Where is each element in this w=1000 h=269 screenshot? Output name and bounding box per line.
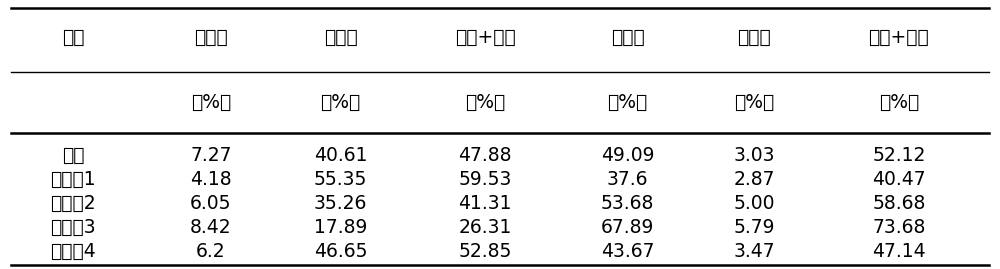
Text: 40.61: 40.61 xyxy=(314,146,367,165)
Text: 41.31: 41.31 xyxy=(458,194,512,213)
Text: （%）: （%） xyxy=(879,93,919,112)
Text: 55.35: 55.35 xyxy=(314,170,367,189)
Text: 3.03: 3.03 xyxy=(734,146,775,165)
Text: 实验组2: 实验组2 xyxy=(50,194,96,213)
Text: 5.79: 5.79 xyxy=(734,218,775,237)
Text: 4.18: 4.18 xyxy=(190,170,232,189)
Text: 晚凋率: 晚凋率 xyxy=(611,28,645,47)
Text: （%）: （%） xyxy=(191,93,231,112)
Text: 43.67: 43.67 xyxy=(601,242,654,261)
Text: 5.00: 5.00 xyxy=(734,194,775,213)
Text: 存活+早凋: 存活+早凋 xyxy=(455,28,515,47)
Text: 死亡率: 死亡率 xyxy=(737,28,771,47)
Text: 6.2: 6.2 xyxy=(196,242,226,261)
Text: 实验组4: 实验组4 xyxy=(50,242,96,261)
Text: 2.87: 2.87 xyxy=(734,170,775,189)
Text: 17.89: 17.89 xyxy=(314,218,367,237)
Text: 35.26: 35.26 xyxy=(314,194,367,213)
Text: 37.6: 37.6 xyxy=(607,170,648,189)
Text: 26.31: 26.31 xyxy=(458,218,512,237)
Text: 52.85: 52.85 xyxy=(458,242,512,261)
Text: 7.27: 7.27 xyxy=(190,146,232,165)
Text: 52.12: 52.12 xyxy=(872,146,926,165)
Text: 早凋率: 早凋率 xyxy=(324,28,357,47)
Text: 存活率: 存活率 xyxy=(194,28,228,47)
Text: （%）: （%） xyxy=(734,93,774,112)
Text: 3.47: 3.47 xyxy=(733,242,775,261)
Text: 73.68: 73.68 xyxy=(872,218,926,237)
Text: 对照: 对照 xyxy=(62,146,84,165)
Text: 47.14: 47.14 xyxy=(872,242,926,261)
Text: （%）: （%） xyxy=(320,93,361,112)
Text: 40.47: 40.47 xyxy=(872,170,926,189)
Text: 58.68: 58.68 xyxy=(872,194,926,213)
Text: 8.42: 8.42 xyxy=(190,218,232,237)
Text: 编号: 编号 xyxy=(62,28,84,47)
Text: 67.89: 67.89 xyxy=(601,218,654,237)
Text: 实验组3: 实验组3 xyxy=(50,218,96,237)
Text: 53.68: 53.68 xyxy=(601,194,654,213)
Text: （%）: （%） xyxy=(608,93,648,112)
Text: 59.53: 59.53 xyxy=(458,170,512,189)
Text: 46.65: 46.65 xyxy=(314,242,367,261)
Text: 47.88: 47.88 xyxy=(458,146,512,165)
Text: （%）: （%） xyxy=(465,93,505,112)
Text: 实验组1: 实验组1 xyxy=(50,170,96,189)
Text: 6.05: 6.05 xyxy=(190,194,232,213)
Text: 晚凋+死亡: 晚凋+死亡 xyxy=(869,28,929,47)
Text: 49.09: 49.09 xyxy=(601,146,654,165)
